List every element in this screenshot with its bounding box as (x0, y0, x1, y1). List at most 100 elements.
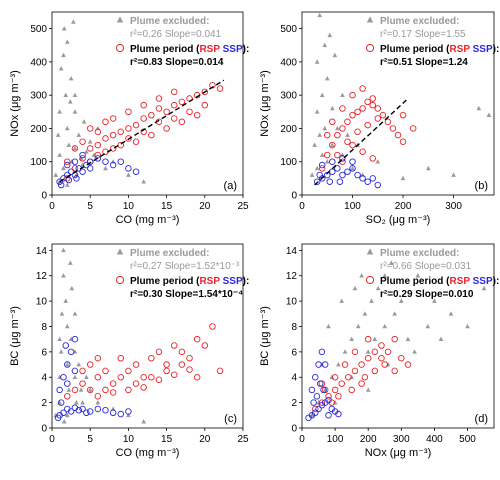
legend-triangle-icon (116, 248, 124, 255)
rsp-point (170, 88, 178, 96)
excluded-point (57, 152, 62, 157)
rsp-point (64, 393, 71, 400)
rsp-point (318, 165, 326, 172)
rsp-point (201, 101, 209, 109)
plot-frame (51, 11, 244, 196)
rsp-point (94, 141, 102, 149)
excluded-point (332, 400, 338, 405)
ssp-point (64, 361, 71, 368)
excluded-point (57, 336, 62, 341)
rsp-point (389, 125, 397, 132)
excluded-point (72, 109, 78, 114)
excluded-point (339, 298, 345, 303)
excluded-point (382, 323, 388, 329)
legend-circle-icon (365, 43, 375, 53)
y-axis-label: BC (μg m⁻³) (9, 306, 21, 366)
y-tick-label: 14 (36, 246, 48, 257)
rsp-point (374, 115, 382, 122)
rsp-point (348, 386, 355, 394)
y-tick-label: 6 (41, 347, 47, 358)
plot-frame (301, 11, 495, 196)
ssp-point (326, 178, 334, 185)
excluded-point (64, 412, 70, 418)
excluded-point (69, 285, 75, 291)
y-tick-label: 4 (291, 373, 297, 384)
y-tick-label: 12 (36, 271, 48, 282)
rsp-point (132, 361, 140, 368)
excluded-point (332, 52, 338, 58)
legend-circle-icon (115, 275, 125, 285)
rsp-point (109, 380, 117, 387)
points-layer (53, 6, 224, 189)
y-tick-label: 300 (30, 91, 47, 102)
rsp-point (329, 118, 336, 126)
ssp-point (67, 348, 75, 356)
rsp-point (155, 348, 163, 356)
ssp-point (64, 380, 71, 387)
excluded-point (382, 273, 388, 278)
x-tick-label: 25 (237, 434, 249, 445)
x-tick-label: 20 (199, 434, 211, 445)
rsp-point (125, 367, 132, 375)
rsp-point (384, 348, 392, 356)
rsp-point (379, 111, 387, 119)
ssp-point (102, 406, 109, 414)
excluded-point (84, 149, 89, 154)
legend-plume-stats: r²=0.83 Slope=0.014 (130, 57, 224, 68)
rsp-point (125, 108, 132, 116)
panel-label: (a) (224, 180, 237, 192)
x-tick-label: 500 (459, 434, 476, 445)
legend-plume-title: Plume period (RSP SSP): (130, 44, 249, 55)
y-tick-label: 0 (291, 191, 297, 202)
legend-plume-title-part: Plume period ( (130, 44, 200, 55)
rsp-point (163, 367, 170, 375)
rsp-point (409, 125, 417, 132)
legend-plume-stats: r²=0.30 Slope=1.54*10⁻⁴ (130, 289, 243, 300)
ssp-point (67, 168, 75, 175)
legend-plume-title-part: RSP (199, 276, 220, 287)
rsp-point (371, 348, 379, 356)
excluded-point (389, 260, 394, 265)
rsp-point (325, 393, 332, 400)
x-tick-label: 100 (344, 201, 361, 212)
panel-label: (c) (224, 413, 237, 425)
ssp-point (311, 409, 319, 417)
rsp-point (132, 380, 140, 387)
legend-excluded-stats: r²=0.17 Slope=1.55 (380, 29, 466, 40)
ssp-point (313, 393, 321, 400)
legend-excluded-title: Plume excluded: (380, 16, 459, 27)
rsp-point (364, 121, 371, 129)
excluded-point (375, 159, 381, 164)
rsp-point (381, 361, 389, 368)
excluded-point (71, 19, 76, 24)
ssp-point (316, 380, 324, 387)
excluded-point (67, 99, 73, 104)
rsp-point (345, 373, 352, 381)
legend-plume-title-part: Plume period ( (380, 276, 450, 287)
rsp-point (404, 361, 412, 368)
rsp-point (339, 125, 346, 132)
y-tick-label: 400 (30, 57, 47, 68)
fit-line (314, 97, 409, 186)
excluded-point (476, 105, 482, 111)
ssp-point (71, 335, 79, 343)
ssp-point (71, 158, 79, 165)
ssp-point (364, 178, 371, 185)
legend-plume-title-part: SSP (473, 276, 493, 287)
rsp-point (178, 361, 186, 368)
rsp-point (140, 373, 147, 381)
rsp-point (349, 91, 356, 99)
excluded-point (60, 6, 65, 10)
ssp-point (54, 414, 62, 422)
rsp-point (359, 148, 366, 155)
rsp-point (155, 105, 163, 112)
ssp-point (125, 408, 132, 415)
excluded-point (64, 361, 70, 367)
excluded-point (61, 247, 66, 253)
excluded-point (72, 92, 78, 98)
rsp-point (170, 371, 178, 378)
rsp-point (170, 101, 178, 109)
rsp-point (109, 145, 117, 152)
excluded-point (58, 65, 64, 71)
excluded-point (335, 125, 340, 131)
